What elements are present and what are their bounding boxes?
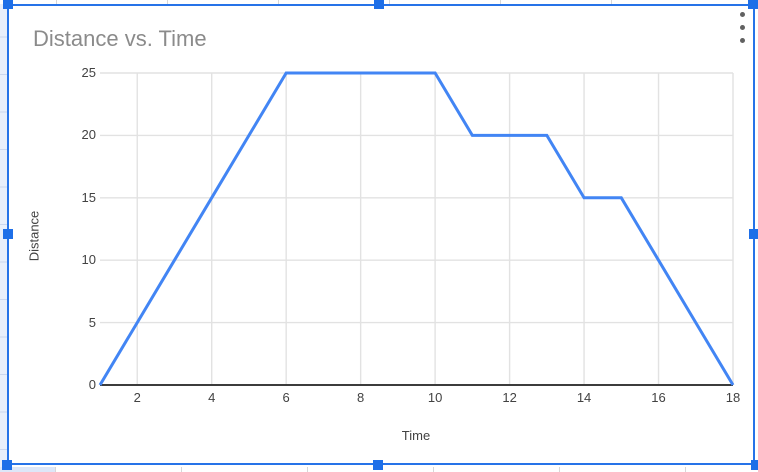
y-tick-label: 5 [88, 314, 96, 330]
y-tick-label: 10 [81, 252, 96, 268]
resize-handle-bottom-left[interactable] [2, 460, 12, 470]
kebab-dot [739, 12, 745, 17]
resize-handle-middle-right[interactable] [749, 229, 758, 239]
resize-handle-middle-left[interactable] [3, 229, 13, 239]
resize-handle-bottom-right[interactable] [751, 460, 758, 470]
resize-handle-top-center[interactable] [374, 0, 384, 9]
x-tick-label: 2 [133, 390, 141, 405]
y-tick-label: 15 [81, 189, 96, 205]
resize-handle-bottom-center[interactable] [373, 460, 383, 470]
x-tick-label: 6 [282, 390, 290, 405]
y-tick-label: 20 [81, 127, 96, 143]
chart-title: Distance vs. Time [33, 26, 207, 51]
chart-options-kebab-icon[interactable] [736, 12, 748, 46]
x-tick-label: 16 [651, 390, 666, 405]
x-axis-title: Time [401, 428, 431, 443]
resize-handle-top-right[interactable] [748, 0, 758, 9]
x-tick-label: 12 [502, 390, 517, 405]
kebab-dot [739, 38, 745, 43]
y-axis-title: Distance [26, 210, 42, 262]
x-tick-label: 8 [357, 390, 365, 405]
y-tick-label: 0 [88, 377, 96, 392]
x-tick-label: 18 [725, 390, 741, 405]
kebab-dot [739, 25, 745, 30]
x-tick-label: 4 [208, 390, 216, 405]
resize-handle-top-left[interactable] [3, 0, 13, 9]
x-tick-label: 14 [576, 390, 592, 405]
y-tick-label: 25 [81, 65, 96, 80]
sheet-cell-highlight [0, 467, 55, 472]
x-tick-label: 10 [427, 390, 443, 405]
